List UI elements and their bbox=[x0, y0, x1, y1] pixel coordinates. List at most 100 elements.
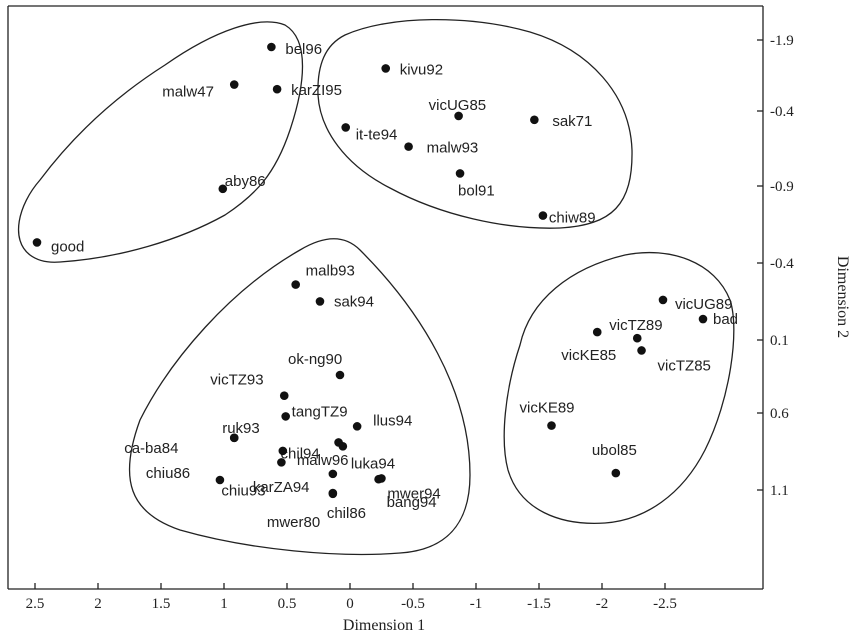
data-point-label: ruk93 bbox=[222, 420, 260, 437]
data-point bbox=[267, 42, 276, 52]
data-point bbox=[315, 297, 325, 306]
data-points: bel96 malw47 karZI95 kivu92 vicUG85 sak71 it-t… bbox=[32, 41, 738, 531]
y-axis-title: Dimension 2 bbox=[834, 256, 849, 338]
data-point bbox=[374, 474, 383, 484]
data-point-label: bel96 bbox=[285, 41, 322, 58]
data-point-label: chil94 bbox=[281, 445, 320, 462]
x-tick-label: -2.5 bbox=[653, 596, 677, 612]
data-point bbox=[547, 421, 556, 430]
data-point bbox=[637, 346, 646, 355]
y-axis-ticks: -1.9 -0.4 -0.9 -0.4 0.1 0.6 1.1 bbox=[757, 33, 794, 499]
x-tick-label: 2 bbox=[94, 596, 102, 612]
data-point-label: vicUG85 bbox=[429, 97, 487, 114]
data-point bbox=[381, 64, 391, 73]
data-point-label: ubol85 bbox=[592, 442, 637, 459]
data-point bbox=[352, 422, 362, 431]
data-point bbox=[592, 327, 602, 337]
data-point-label: chiw89 bbox=[549, 210, 596, 227]
data-point-label: karZI95 bbox=[291, 82, 342, 99]
data-point-label: karZA94 bbox=[253, 479, 310, 496]
x-tick-label: 1 bbox=[220, 596, 228, 612]
data-point bbox=[454, 111, 463, 121]
data-point bbox=[698, 314, 708, 324]
y-tick-label: -0.4 bbox=[770, 104, 794, 120]
data-point bbox=[278, 446, 288, 456]
data-point-label: chiu86 bbox=[146, 465, 190, 482]
data-point-label: mwer94 bbox=[387, 485, 440, 502]
data-point bbox=[538, 211, 548, 220]
data-point-label: chil86 bbox=[327, 505, 366, 522]
data-point bbox=[328, 489, 338, 499]
y-tick-label: 0.1 bbox=[770, 333, 789, 349]
y-tick-label: -0.9 bbox=[770, 179, 794, 195]
data-point bbox=[215, 475, 225, 485]
data-point bbox=[530, 115, 539, 125]
data-point-label: malw96 bbox=[297, 452, 349, 469]
data-point bbox=[341, 123, 351, 132]
data-point bbox=[279, 391, 289, 400]
cluster-outline-good bbox=[17, 21, 304, 263]
x-tick-label: -2 bbox=[596, 596, 609, 612]
data-point bbox=[32, 238, 42, 247]
data-point-label: vicTZ93 bbox=[210, 372, 263, 389]
data-point-label: vicKE85 bbox=[561, 347, 616, 364]
data-point-label: vicUG89 bbox=[675, 296, 733, 313]
x-tick-label: 0.5 bbox=[278, 596, 297, 612]
data-point-label: kivu92 bbox=[400, 61, 443, 78]
plot-frame bbox=[7, 5, 764, 590]
data-point-label: llus94 bbox=[373, 412, 412, 429]
data-point bbox=[281, 412, 290, 421]
x-tick-label: -1.5 bbox=[527, 596, 551, 612]
data-point bbox=[404, 142, 413, 151]
data-point bbox=[338, 441, 348, 451]
x-tick-label: -1 bbox=[470, 596, 483, 612]
data-point bbox=[229, 433, 239, 443]
data-point bbox=[272, 84, 282, 94]
data-point-label: ok-ng90 bbox=[288, 351, 342, 368]
cluster-outline-top bbox=[317, 18, 633, 229]
data-point-label: sak71 bbox=[552, 113, 592, 130]
cluster-outline-center bbox=[128, 238, 471, 556]
data-point bbox=[229, 80, 239, 89]
data-point-label: malb93 bbox=[306, 263, 355, 280]
data-point-label: bad bbox=[713, 311, 738, 328]
x-tick-label: -0.5 bbox=[401, 596, 425, 612]
data-point-label: aby86 bbox=[225, 173, 266, 190]
data-point-label: malw93 bbox=[427, 140, 479, 157]
x-tick-label: 0 bbox=[346, 596, 354, 612]
data-point-label: bang94 bbox=[387, 494, 437, 511]
data-point-label: tangTZ9 bbox=[292, 403, 348, 420]
data-point-label: sak94 bbox=[334, 293, 374, 310]
data-point bbox=[611, 468, 621, 478]
data-point bbox=[455, 169, 465, 178]
data-point-label: vicTZ85 bbox=[658, 357, 711, 374]
data-point bbox=[632, 333, 642, 343]
data-point-label: vicKE89 bbox=[520, 400, 575, 417]
y-tick-label: -0.4 bbox=[770, 256, 794, 272]
data-point bbox=[218, 184, 228, 194]
x-tick-label: 1.5 bbox=[152, 596, 171, 612]
y-tick-label: 1.1 bbox=[770, 483, 789, 499]
data-point bbox=[328, 469, 338, 479]
data-point-label: it-te94 bbox=[356, 126, 398, 143]
data-point-label: mwer80 bbox=[267, 514, 320, 531]
data-point-label: ca-ba84 bbox=[124, 440, 178, 457]
data-point-label: bol91 bbox=[458, 182, 495, 199]
x-axis-title: Dimension 1 bbox=[343, 617, 425, 634]
data-point-label: chiu93 bbox=[221, 482, 265, 499]
x-tick-label: 2.5 bbox=[26, 596, 45, 612]
data-point bbox=[658, 295, 668, 305]
data-point-label: luka94 bbox=[351, 455, 395, 472]
data-point bbox=[291, 280, 300, 289]
x-axis-ticks: 2.5 2 1.5 1 0.5 0 -0.5 -1 -1.5 -2 -2.5 bbox=[26, 583, 677, 612]
y-tick-label: 0.6 bbox=[770, 406, 789, 422]
cluster-outlines bbox=[17, 18, 735, 556]
data-point bbox=[335, 370, 345, 380]
data-point-label: vicTZ89 bbox=[609, 317, 662, 334]
data-point-label: good bbox=[51, 238, 84, 255]
y-tick-label: -1.9 bbox=[770, 33, 794, 49]
data-point-label: malw47 bbox=[162, 84, 214, 101]
data-point bbox=[277, 458, 286, 467]
cluster-outline-bad bbox=[503, 251, 735, 525]
